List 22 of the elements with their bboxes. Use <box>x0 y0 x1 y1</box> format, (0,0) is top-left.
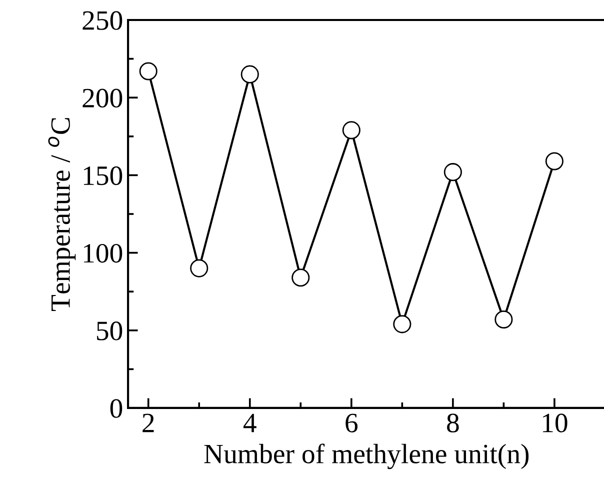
y-tick-label: 200 <box>82 88 122 108</box>
x-axis-title: Number of methylene unit(n) <box>204 444 529 470</box>
point <box>292 268 310 287</box>
point <box>444 163 462 182</box>
x-tick-label: 6 <box>346 414 358 432</box>
point <box>342 121 360 140</box>
y-tick-label: 100 <box>84 244 122 263</box>
y-tick-label: 0 <box>110 399 122 418</box>
point <box>139 62 158 80</box>
point <box>393 315 412 334</box>
y-tick-label: 50 <box>97 322 122 340</box>
y-axis-title: Temperature / $^{o}$C <box>48 118 76 311</box>
point <box>545 152 564 170</box>
point <box>240 65 259 84</box>
x-tick-label: 4 <box>243 414 256 432</box>
x-tick-label: 8 <box>447 414 459 432</box>
point <box>494 310 513 329</box>
point <box>190 259 208 278</box>
y-tick-label: 150 <box>84 166 122 186</box>
y-tick-label: 250 <box>82 11 122 30</box>
x-tick-label: 2 <box>142 414 154 432</box>
x-tick-label: 10 <box>543 414 568 432</box>
